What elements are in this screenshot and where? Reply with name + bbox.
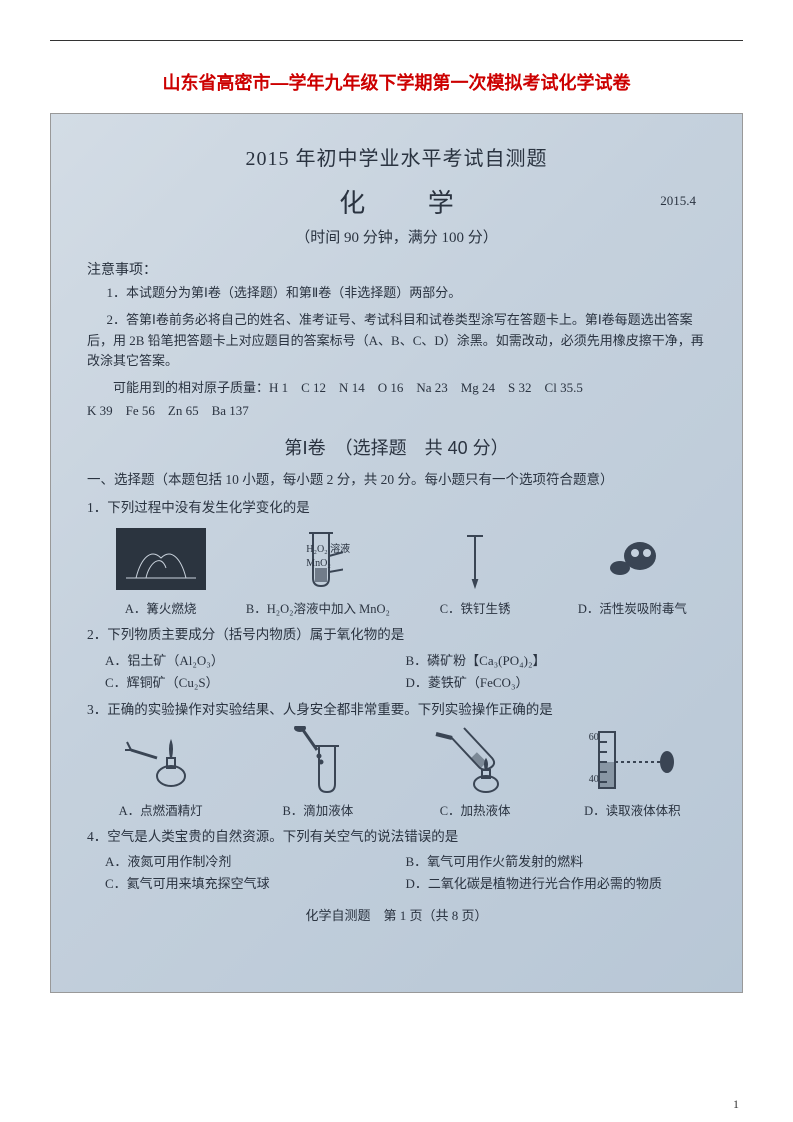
q4-option-b: B．氧气可用作火箭发射的燃料 <box>406 851 707 873</box>
q2-option-d: D．菱铁矿（FeCO₃） <box>406 672 707 694</box>
q1-option-c: C．铁钉生锈 <box>402 524 549 617</box>
graduated-cylinder-icon: 60 40 <box>559 726 706 796</box>
paper-date: 2015.4 <box>660 193 696 209</box>
q3-option-a: A．点燃酒精灯 <box>87 726 234 819</box>
part1-title: 第Ⅰ卷 （选择题 共 40 分） <box>87 434 706 460</box>
q3-a-label: A．点燃酒精灯 <box>87 800 234 819</box>
subject-row: 化 学 2015.4 <box>87 183 706 220</box>
alcohol-burner-icon <box>87 726 234 796</box>
paper-footer: 化学自测题 第 1 页（共 8 页） <box>87 905 706 924</box>
q4-option-d: D．二氧化碳是植物进行光合作用必需的物质 <box>406 873 707 895</box>
q3-option-c: C．加热液体 <box>402 726 549 819</box>
test-tube-mno2-icon: H₂O₂ 溶液 MnO₂ <box>244 524 391 594</box>
dropper-tube-icon <box>244 726 391 796</box>
q3-c-label: C．加热液体 <box>402 800 549 819</box>
q1-options: A．篝火燃烧 H₂O₂ 溶液 MnO₂ B．H₂O₂溶液中加入 MnO₂ C．铁… <box>87 524 706 617</box>
q1-b-label: B．H₂O₂溶液中加入 MnO₂ <box>244 598 391 617</box>
q1-stem: 1．下列过程中没有发生化学变化的是 <box>87 498 706 518</box>
paper-heading: 2015 年初中学业水平考试自测题 <box>87 142 706 171</box>
atomic-mass-line2: K 39 Fe 56 Zn 65 Ba 137 <box>87 401 706 422</box>
q1-option-b: H₂O₂ 溶液 MnO₂ B．H₂O₂溶液中加入 MnO₂ <box>244 524 391 617</box>
exam-paper-photo: 2015 年初中学业水平考试自测题 化 学 2015.4 （时间 90 分钟，满… <box>50 113 743 993</box>
notice-item-1: 1．本试题分为第Ⅰ卷（选择题）和第Ⅱ卷（非选择题）两部分。 <box>87 283 706 304</box>
q2-stem: 2．下列物质主要成分（括号内物质）属于氧化物的是 <box>87 625 706 645</box>
heat-liquid-icon <box>402 726 549 796</box>
bonfire-icon <box>87 524 234 594</box>
time-and-fullmark: （时间 90 分钟，满分 100 分） <box>87 226 706 247</box>
q2-option-b: B．磷矿粉【Ca₃(PO₄)₂】 <box>406 650 707 672</box>
subject-name: 化 学 <box>311 183 482 220</box>
q3-option-d: 60 40 D．读取液体体积 <box>559 726 706 819</box>
q4-option-a: A．液氮可用作制冷剂 <box>105 851 406 873</box>
section1-instructions: 一、选择题（本题包括 10 小题，每小题 2 分，共 20 分。每小题只有一个选… <box>87 470 706 490</box>
q2-option-a: A．铝土矿（Al₂O₃） <box>105 650 406 672</box>
q3-option-b: B．滴加液体 <box>244 726 391 819</box>
notice-item-2: 2．答第Ⅰ卷前务必将自己的姓名、准考证号、考试科目和试卷类型涂写在答题卡上。第Ⅰ… <box>87 310 706 372</box>
q1-c-label: C．铁钉生锈 <box>402 598 549 617</box>
q1-a-label: A．篝火燃烧 <box>87 598 234 617</box>
q3-b-label: B．滴加液体 <box>244 800 391 819</box>
q1-d-label: D．活性炭吸附毒气 <box>559 598 706 617</box>
q1-b-sublabel2: MnO₂ <box>306 558 331 569</box>
top-rule <box>50 40 743 41</box>
document-title: 山东省高密市—学年九年级下学期第一次模拟考试化学试卷 <box>50 69 743 95</box>
q3-options: A．点燃酒精灯 B．滴加液体 C．加热液体 60 40 D．读取液体体积 <box>87 726 706 819</box>
q1-b-sublabel1: H₂O₂ 溶液 <box>306 540 350 555</box>
rusty-nail-icon <box>402 524 549 594</box>
q4-stem: 4．空气是人类宝贵的自然资源。下列有关空气的说法错误的是 <box>87 827 706 847</box>
q2-option-c: C．辉铜矿（Cu₂S） <box>105 672 406 694</box>
q3-d-tick-top: 60 <box>589 732 599 743</box>
gas-mask-icon <box>559 524 706 594</box>
q2-options: A．铝土矿（Al₂O₃） B．磷矿粉【Ca₃(PO₄)₂】 C．辉铜矿（Cu₂S… <box>87 650 706 694</box>
q4-options: A．液氮可用作制冷剂 B．氧气可用作火箭发射的燃料 C．氦气可用来填充探空气球 … <box>87 851 706 895</box>
q1-option-a: A．篝火燃烧 <box>87 524 234 617</box>
q1-option-d: D．活性炭吸附毒气 <box>559 524 706 617</box>
atomic-mass-line1: 可能用到的相对原子质量：H 1 C 12 N 14 O 16 Na 23 Mg … <box>87 378 706 399</box>
q3-stem: 3．正确的实验操作对实验结果、人身安全都非常重要。下列实验操作正确的是 <box>87 700 706 720</box>
q3-d-label: D．读取液体体积 <box>559 800 706 819</box>
q3-d-tick-bot: 40 <box>589 774 599 785</box>
q4-option-c: C．氦气可用来填充探空气球 <box>105 873 406 895</box>
notice-heading: 注意事项： <box>87 259 706 279</box>
page-number: 1 <box>733 1097 739 1112</box>
